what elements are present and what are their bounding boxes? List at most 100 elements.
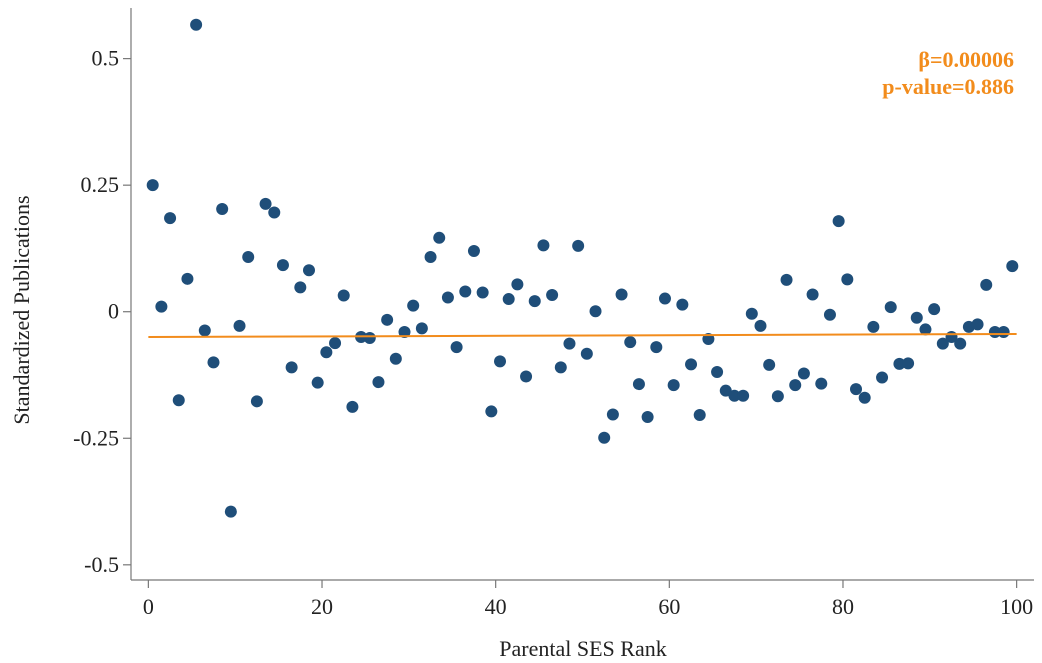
data-point [415,322,428,335]
data-point [919,323,932,336]
data-point [476,286,489,299]
y-tick-label: 0.5 [92,46,120,71]
x-tick-label: 60 [658,594,680,619]
data-point [632,378,645,391]
data-point [459,285,472,298]
data-point [502,293,515,306]
data-point [207,356,220,369]
data-point [815,377,828,390]
data-point [329,337,342,350]
data-point [276,259,289,272]
data-point [650,341,663,354]
data-point [190,18,203,31]
x-tick-label: 100 [1000,594,1033,619]
data-point [433,231,446,244]
data-point [546,289,559,302]
data-point [450,341,463,354]
data-point [893,357,906,370]
ticks: 0.5 0.25 0 -0.25 -0.5 0 20 40 60 80 100 [73,46,1033,619]
data-point [554,361,567,374]
data-point [789,379,802,392]
data-point [181,272,194,285]
data-point [954,337,967,350]
data-point [311,376,324,389]
data-point [910,311,923,324]
data-point [302,264,315,277]
data-point [172,394,185,407]
data-point [980,278,993,291]
data-point [641,411,654,424]
data-point [424,251,437,264]
y-tick-label: 0.25 [81,172,120,197]
data-point [381,313,394,326]
fit-line [148,332,1017,339]
data-point [971,318,984,331]
data-point [884,301,897,314]
data-point [494,355,507,368]
data-point [572,239,585,252]
data-point [606,408,619,421]
data-point [676,298,689,311]
y-tick-label: -0.25 [73,425,119,450]
x-axis-title: Parental SES Rank [499,636,666,661]
data-point [224,505,237,518]
data-point [198,324,211,337]
data-point [624,336,637,349]
data-point [537,239,550,252]
data-point [902,357,915,370]
data-point [841,273,854,286]
data-point [250,395,263,408]
y-tick-label: 0 [108,299,119,324]
data-point [658,292,671,305]
data-point [346,400,359,413]
data-point [563,337,576,350]
data-point [763,358,776,371]
data-point [711,365,724,378]
data-point [441,291,454,304]
data-point [719,384,732,397]
data-point [467,244,480,257]
data-point [337,289,350,302]
data-point [528,295,541,308]
data-point [997,325,1010,338]
data-point [598,431,611,444]
p-value-annotation: p-value=0.886 [882,74,1014,99]
x-tick-label: 0 [143,594,154,619]
data-point [242,251,255,264]
data-point [754,319,767,332]
data-point [615,288,628,301]
x-tick-label: 20 [311,594,333,619]
data-point [867,320,880,333]
data-point [389,352,402,365]
data-point [797,367,810,380]
data-point [485,405,498,418]
data-point [823,308,836,321]
data-point [589,305,602,318]
data-point [520,370,533,383]
data-point [771,390,784,403]
data-point [693,408,706,421]
x-tick-label: 40 [485,594,507,619]
data-point [580,347,593,360]
data-point [363,332,376,345]
data-point [928,303,941,316]
data-point [667,379,680,392]
data-point [146,179,159,192]
data-point [320,346,333,359]
data-point [737,389,750,402]
beta-annotation: β=0.00006 [918,47,1014,72]
data-point [398,325,411,338]
data-point [407,299,420,312]
axes [130,8,1034,581]
data-point [858,391,871,404]
data-point [511,278,524,291]
data-point [728,389,741,402]
data-point [216,202,229,215]
data-point [832,215,845,228]
data-point [294,281,307,294]
data-point [268,206,281,219]
data-point [372,376,385,389]
data-point [685,358,698,371]
data-point [233,319,246,332]
